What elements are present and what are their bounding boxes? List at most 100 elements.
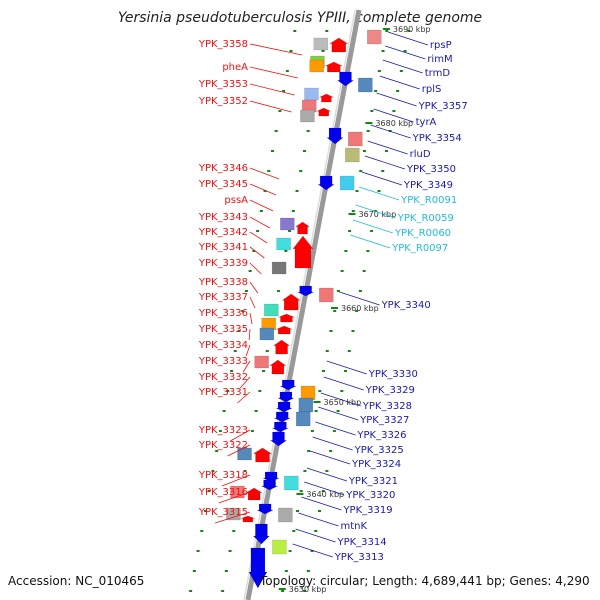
track-dot bbox=[306, 570, 310, 572]
reverse-gene-arrow bbox=[317, 175, 335, 191]
backbone-highlight bbox=[243, 9, 356, 600]
right-leader-line bbox=[387, 31, 429, 46]
left-leader-line bbox=[249, 231, 268, 244]
track-dot bbox=[403, 50, 407, 52]
right-leader-line bbox=[352, 219, 394, 234]
left-leader-line bbox=[249, 281, 259, 294]
track-dot bbox=[374, 90, 378, 92]
right-gene-label: tyrA bbox=[416, 117, 437, 128]
reverse-gene-arrow bbox=[326, 127, 344, 145]
track-dot bbox=[295, 190, 299, 192]
left-leader-line bbox=[249, 296, 256, 309]
right-gene-label: YPK_3320 bbox=[345, 490, 395, 501]
tick-label: 3680 kbp bbox=[375, 119, 413, 128]
right-leader-line bbox=[323, 376, 364, 391]
left-leader-line bbox=[249, 199, 274, 212]
track-dot bbox=[355, 310, 359, 312]
left-leader-line bbox=[227, 444, 251, 457]
forward-gene-block bbox=[226, 507, 241, 521]
right-gene-label: YPK_3340 bbox=[381, 300, 431, 311]
track-dot bbox=[321, 490, 325, 492]
reverse-gene-arrow bbox=[261, 479, 278, 491]
reverse-gene-arrow bbox=[252, 523, 270, 545]
reverse-gene-block bbox=[358, 77, 373, 93]
track-dot bbox=[274, 130, 278, 132]
left-leader-line bbox=[239, 376, 251, 389]
forward-gene-block bbox=[259, 327, 275, 341]
right-gene-label: YPK_3330 bbox=[368, 369, 418, 380]
track-dot bbox=[359, 170, 363, 172]
track-dot bbox=[284, 570, 288, 572]
track-dot bbox=[318, 390, 322, 392]
track-dot bbox=[370, 110, 374, 112]
right-leader-line bbox=[370, 124, 411, 139]
track-dot bbox=[347, 350, 351, 352]
track-dot bbox=[263, 190, 267, 192]
right-gene-label: YPK_3327 bbox=[359, 415, 409, 426]
track-dot bbox=[276, 290, 280, 292]
track-dot bbox=[256, 230, 260, 232]
track-dot bbox=[250, 430, 254, 432]
track-dot bbox=[322, 370, 326, 372]
reverse-gene-block bbox=[284, 475, 299, 491]
track-dot bbox=[265, 350, 269, 352]
track-dot bbox=[299, 490, 303, 492]
right-leader-line bbox=[361, 171, 403, 186]
left-leader-line bbox=[248, 328, 251, 341]
left-gene-label: YPK_3341 bbox=[198, 242, 248, 253]
right-leader-line bbox=[339, 291, 380, 306]
forward-gene-arrow bbox=[292, 235, 314, 269]
left-gene-label: YPK_3339 bbox=[198, 258, 248, 269]
track-dot bbox=[278, 110, 282, 112]
track-dot bbox=[230, 370, 234, 372]
track-dot bbox=[302, 150, 306, 152]
right-leader-line bbox=[318, 406, 359, 421]
left-gene-label: YPK_3333 bbox=[198, 356, 248, 367]
right-gene-label: rimM bbox=[427, 54, 452, 65]
left-gene-label: pheA bbox=[222, 62, 248, 73]
track-dot bbox=[248, 270, 252, 272]
right-gene-label: rluD bbox=[410, 149, 431, 160]
forward-gene-block bbox=[276, 237, 291, 251]
right-gene-label: YPK_3354 bbox=[412, 133, 462, 144]
left-gene-label: YPK_3338 bbox=[198, 277, 248, 288]
left-gene-label: YPK_3322 bbox=[198, 440, 248, 451]
track-dot bbox=[381, 170, 385, 172]
track-dot bbox=[262, 370, 266, 372]
left-gene-label: YPK_3323 bbox=[198, 425, 248, 436]
forward-gene-block bbox=[300, 109, 315, 123]
left-leader-line bbox=[249, 216, 271, 229]
track-dot bbox=[291, 210, 295, 212]
tick-label: 3630 kbp bbox=[289, 585, 327, 594]
right-gene-label: YPK_3349 bbox=[403, 180, 453, 191]
track-dot bbox=[336, 290, 340, 292]
track-dot bbox=[258, 390, 262, 392]
track-dot bbox=[252, 250, 256, 252]
right-leader-line bbox=[295, 528, 336, 543]
right-gene-label: YPK_3321 bbox=[348, 476, 398, 487]
track-dot bbox=[237, 330, 241, 332]
forward-gene-arrow bbox=[281, 293, 301, 311]
reverse-gene-block bbox=[348, 131, 363, 147]
tick-label: 3660 kbp bbox=[341, 304, 379, 313]
track-dot bbox=[355, 190, 359, 192]
track-dot bbox=[189, 590, 193, 592]
accession-text: Accession: NC_010465 bbox=[8, 574, 145, 588]
track-dot bbox=[310, 430, 314, 432]
left-gene-label: YPK_3332 bbox=[198, 372, 248, 383]
track-dot bbox=[299, 170, 303, 172]
right-gene-label: YPK_R0097 bbox=[391, 243, 448, 254]
forward-gene-arrow bbox=[278, 313, 295, 323]
right-gene-label: YPK_3324 bbox=[351, 459, 401, 470]
track-dot bbox=[204, 510, 207, 512]
left-gene-label: YPK_3346 bbox=[198, 163, 248, 174]
forward-gene-block bbox=[264, 303, 279, 317]
track-dot bbox=[325, 350, 329, 352]
reverse-gene-block bbox=[272, 539, 287, 555]
tick-label: 3650 kbp bbox=[324, 398, 362, 407]
track-dot bbox=[385, 30, 389, 32]
forward-gene-arrow bbox=[269, 359, 287, 375]
left-gene-label: YPK_3352 bbox=[198, 96, 248, 107]
track-dot bbox=[228, 550, 232, 552]
